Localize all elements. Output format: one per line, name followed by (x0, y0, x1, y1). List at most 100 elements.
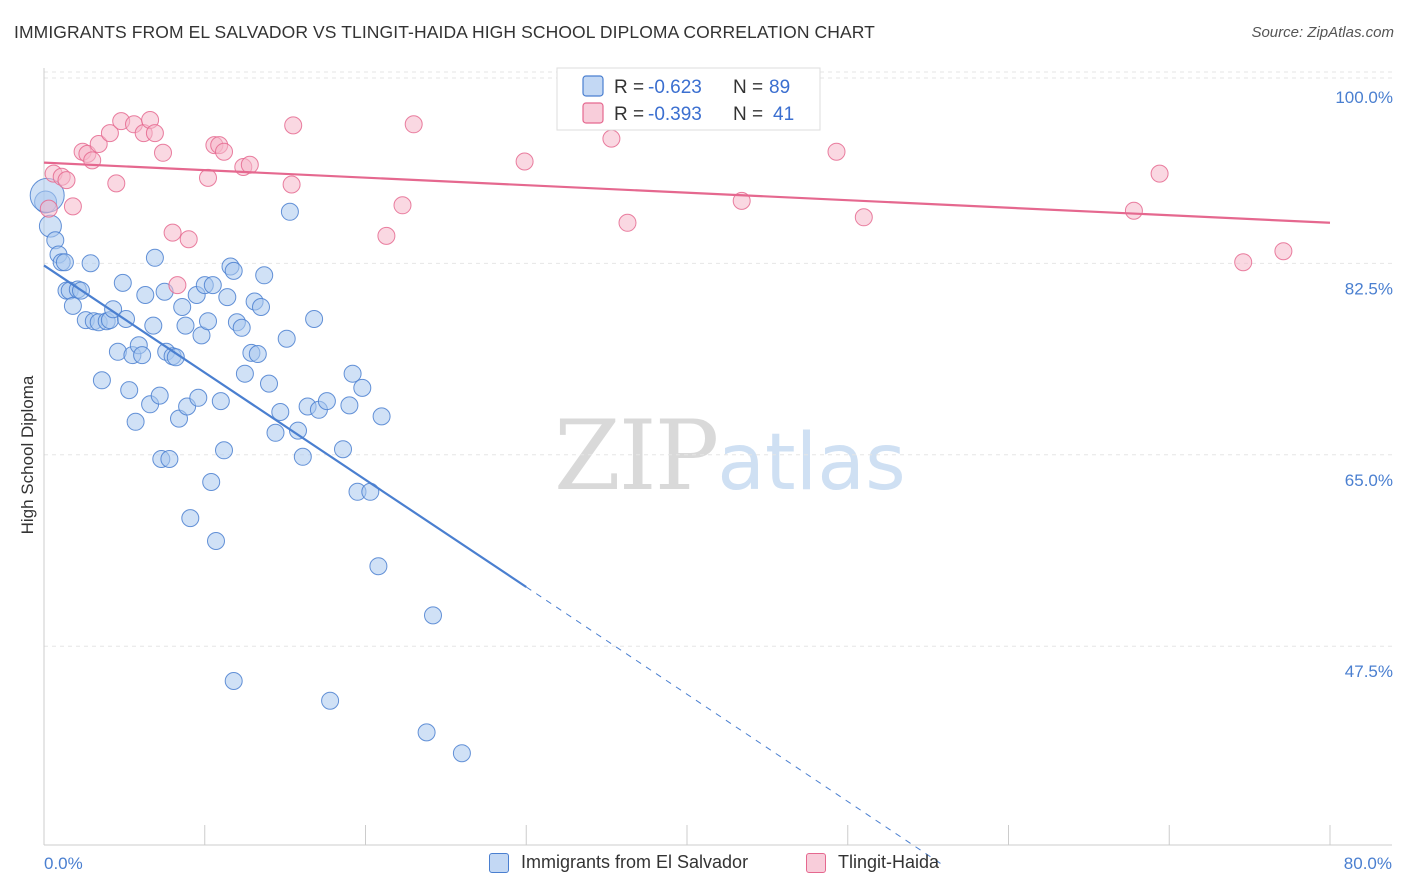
point-tlingit-haida (199, 168, 217, 187)
point-tlingit-haida (168, 276, 187, 295)
point-el-salvador (252, 298, 270, 316)
point-el-salvador (113, 273, 132, 292)
legend-item-tlingit-haida[interactable]: Tlingit-Haida (806, 852, 939, 873)
point-el-salvador (452, 744, 471, 763)
point-tlingit-haida (240, 155, 259, 174)
point-el-salvador (424, 606, 442, 625)
point-el-salvador (235, 364, 254, 383)
x-ticks (43, 825, 1331, 845)
point-tlingit-haida (179, 230, 198, 249)
point-el-salvador (63, 296, 82, 315)
point-el-salvador (260, 374, 278, 393)
axes (43, 68, 1392, 846)
y-tick-labels: 47.5% 65.0% 82.5% 100.0% (1335, 88, 1393, 681)
point-el-salvador (305, 310, 324, 328)
legend-swatch-blue (582, 75, 604, 97)
point-el-salvador (203, 276, 222, 295)
legend-r-label-2: R = (614, 104, 644, 125)
trend-lines (43, 161, 1331, 867)
point-el-salvador (343, 364, 362, 383)
point-el-salvador (211, 392, 230, 411)
x-tick-label-max: 80.0% (1344, 854, 1392, 873)
point-el-salvador (150, 386, 169, 405)
point-el-salvador (289, 421, 307, 440)
point-tlingit-haida (63, 197, 82, 216)
point-el-salvador (369, 557, 388, 576)
point-el-salvador (277, 329, 296, 348)
point-tlingit-haida (83, 151, 102, 170)
watermark-zip: ZIP (554, 400, 719, 512)
point-el-salvador (133, 346, 152, 365)
point-tlingit-haida (377, 226, 396, 245)
legend-swatch-tlingit-haida (806, 852, 826, 873)
legend-swatch-el-salvador (489, 852, 509, 873)
point-tlingit-haida (618, 213, 637, 232)
legend-n-value-2: 41 (773, 104, 794, 125)
point-tlingit-haida (393, 196, 412, 215)
point-el-salvador (55, 253, 74, 272)
y-tick-label: 100.0% (1335, 88, 1393, 107)
point-el-salvador (92, 371, 111, 390)
legend-swatch-pink (582, 102, 604, 124)
point-el-salvador (317, 392, 336, 411)
legend-item-el-salvador[interactable]: Immigrants from El Salvador (489, 852, 748, 873)
point-tlingit-haida (282, 175, 301, 194)
point-el-salvador (334, 440, 352, 459)
point-el-salvador (232, 318, 251, 337)
trend-line-el-salvador-extrapolated (525, 586, 945, 867)
point-el-salvador (224, 261, 243, 280)
legend-r-label-1: R = (614, 77, 644, 98)
legend-r-value-1: -0.623 (648, 77, 702, 98)
point-tlingit-haida (1274, 242, 1293, 261)
point-tlingit-haida (215, 142, 233, 161)
point-el-salvador (266, 423, 285, 442)
point-el-salvador (202, 473, 221, 491)
point-el-salvador (181, 509, 200, 528)
watermark-atlas: atlas (717, 418, 906, 508)
point-tlingit-haida (57, 171, 76, 190)
legend-label-el-salvador: Immigrants from El Salvador (521, 852, 749, 872)
y-tick-label: 82.5% (1345, 279, 1393, 298)
point-tlingit-haida (100, 124, 119, 143)
point-el-salvador (280, 202, 299, 221)
point-el-salvador (224, 672, 243, 690)
bottom-legend: Immigrants from El Salvador Tlingit-Haid… (0, 852, 1406, 878)
point-el-salvador (189, 388, 208, 407)
y-tick-label: 65.0% (1345, 471, 1393, 490)
point-el-salvador (207, 532, 225, 550)
x-tick-label-min: 0.0% (44, 854, 83, 873)
point-el-salvador (126, 412, 145, 431)
series-el-salvador-points (29, 177, 471, 763)
legend-r-value-2: -0.393 (648, 104, 702, 125)
legend-n-label-2: N = (733, 104, 763, 125)
point-el-salvador (176, 316, 195, 335)
point-el-salvador (271, 403, 290, 421)
legend-n-label-1: N = (733, 77, 763, 98)
legend-box: R = -0.623 N = 89 R = -0.393 N = 41 (556, 67, 821, 131)
point-el-salvador (215, 441, 233, 460)
point-tlingit-haida (145, 124, 164, 143)
point-el-salvador (372, 407, 391, 426)
point-el-salvador (248, 345, 267, 363)
point-tlingit-haida (1150, 164, 1169, 183)
point-el-salvador (340, 396, 359, 415)
point-tlingit-haida (602, 129, 621, 148)
point-tlingit-haida (404, 115, 423, 134)
point-tlingit-haida (154, 143, 172, 162)
point-tlingit-haida (89, 135, 108, 153)
point-tlingit-haida (854, 208, 873, 227)
point-el-salvador (160, 450, 179, 468)
y-tick-label: 47.5% (1345, 662, 1393, 681)
point-tlingit-haida (515, 152, 534, 171)
point-tlingit-haida (39, 199, 58, 218)
point-tlingit-haida (107, 174, 126, 193)
point-el-salvador (136, 286, 155, 304)
point-el-salvador (199, 312, 217, 331)
point-tlingit-haida (1234, 253, 1253, 272)
point-el-salvador (173, 298, 192, 316)
point-tlingit-haida (732, 191, 751, 210)
point-el-salvador (417, 723, 436, 742)
point-el-salvador (218, 288, 237, 307)
point-el-salvador (144, 316, 163, 335)
